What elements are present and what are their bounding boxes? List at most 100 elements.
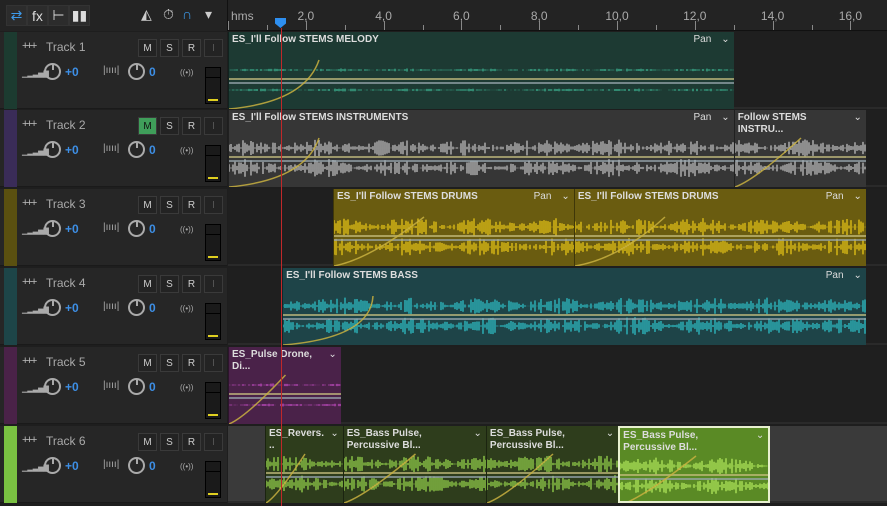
- waveform-multitrack-icon[interactable]: ⇄: [6, 5, 27, 26]
- track-name[interactable]: Track 1: [46, 40, 86, 54]
- mute-button[interactable]: M: [138, 196, 157, 214]
- chevron-down-icon[interactable]: ⌄: [328, 349, 337, 360]
- volume-value[interactable]: +0: [65, 222, 79, 236]
- mute-button[interactable]: M: [138, 354, 157, 372]
- output-icon[interactable]: ((•)): [180, 146, 194, 155]
- pan-value[interactable]: 0: [149, 459, 156, 473]
- track-name[interactable]: Track 5: [46, 355, 86, 369]
- clip-pan-label[interactable]: Pan: [825, 191, 844, 202]
- send-icon[interactable]: ⊢: [48, 5, 69, 26]
- volume-value[interactable]: +0: [65, 380, 79, 394]
- audio-clip[interactable]: Follow STEMS INSTRU... ⌄: [733, 110, 866, 187]
- audio-clip[interactable]: ES_Pulse Drone, Di... ⌄: [228, 347, 341, 424]
- clip-pan-label[interactable]: Pan: [533, 191, 552, 202]
- track-name[interactable]: Track 3: [46, 197, 86, 211]
- volume-knob[interactable]: [44, 220, 61, 237]
- track-lane[interactable]: ES_I'll Follow STEMS INSTRUMENTS Pan ⌄ Foll…: [228, 110, 887, 187]
- marker-pin-icon[interactable]: ▾: [205, 6, 213, 22]
- pan-knob[interactable]: [128, 378, 145, 395]
- time-ruler[interactable]: hms 2,0 4,0 6,0 8,0 10,0 12,0 14,0 16,0: [227, 0, 887, 31]
- record-button[interactable]: R: [182, 117, 201, 135]
- track-lane[interactable]: ES_I'll Follow STEMS MELODY Pan ⌄: [228, 32, 887, 109]
- input-button[interactable]: I: [204, 433, 223, 451]
- mute-button[interactable]: M: [138, 117, 157, 135]
- solo-button[interactable]: S: [160, 275, 179, 293]
- audio-clip[interactable]: ES_I'll Follow STEMS INSTRUMENTS Pan ⌄: [228, 110, 734, 187]
- pan-knob[interactable]: [128, 299, 145, 316]
- input-button[interactable]: I: [204, 39, 223, 57]
- audio-clip[interactable]: ES_Bass Pulse, Percussive Bl... ⌄: [342, 426, 486, 503]
- output-icon[interactable]: ((•)): [180, 225, 194, 234]
- solo-button[interactable]: S: [160, 433, 179, 451]
- record-button[interactable]: R: [182, 39, 201, 57]
- track-lane[interactable]: ES_I'll Follow STEMS BASS Pan ⌄: [228, 268, 887, 345]
- volume-knob[interactable]: [44, 63, 61, 80]
- volume-value[interactable]: +0: [65, 301, 79, 315]
- clip-pan-label[interactable]: Pan: [693, 112, 712, 123]
- track-lane[interactable]: ES_I'll Follow STEMS DRUMS Pan ⌄ ES_I'll Fo…: [228, 189, 887, 266]
- record-button[interactable]: R: [182, 196, 201, 214]
- track-lane[interactable]: ES_Pulse Drone, Di... ⌄: [228, 347, 887, 424]
- track-name[interactable]: Track 6: [46, 434, 86, 448]
- track-name[interactable]: Track 2: [46, 118, 86, 132]
- audio-clip[interactable]: ES_I'll Follow STEMS BASS Pan ⌄: [282, 268, 866, 345]
- audio-clip[interactable]: ES_I'll Follow STEMS DRUMS Pan ⌄: [573, 189, 866, 266]
- record-button[interactable]: R: [182, 275, 201, 293]
- pan-knob[interactable]: [128, 220, 145, 237]
- pan-value[interactable]: 0: [149, 301, 156, 315]
- pan-value[interactable]: 0: [149, 222, 156, 236]
- pan-knob[interactable]: [128, 63, 145, 80]
- output-icon[interactable]: ((•)): [180, 383, 194, 392]
- audio-clip[interactable]: ES_Bass Pulse, Percussive Bl... ⌄: [618, 426, 771, 503]
- chevron-down-icon[interactable]: ⌄: [473, 428, 482, 439]
- eq-icon[interactable]: ▮▮: [69, 5, 90, 26]
- chevron-down-icon[interactable]: ⌄: [721, 112, 730, 123]
- input-button[interactable]: I: [204, 275, 223, 293]
- track-name[interactable]: Track 4: [46, 276, 86, 290]
- volume-value[interactable]: +0: [65, 65, 79, 79]
- audio-clip[interactable]: ES_Bass Pulse, Percussive Bl... ⌄: [485, 426, 619, 503]
- output-icon[interactable]: ((•)): [180, 462, 194, 471]
- mute-button[interactable]: M: [138, 433, 157, 451]
- mute-button[interactable]: M: [138, 275, 157, 293]
- input-button[interactable]: I: [204, 196, 223, 214]
- record-button[interactable]: R: [182, 433, 201, 451]
- chevron-down-icon[interactable]: ⌄: [721, 34, 730, 45]
- audio-clip[interactable]: ES_I'll Follow STEMS DRUMS Pan ⌄: [333, 189, 574, 266]
- solo-button[interactable]: S: [160, 117, 179, 135]
- mute-button[interactable]: M: [138, 39, 157, 57]
- audio-clip[interactable]: ES_I'll Follow STEMS MELODY Pan ⌄: [228, 32, 734, 109]
- track-lane[interactable]: ES_Revers... ⌄ ES_Bass Pulse, Percussive B…: [228, 426, 887, 503]
- audio-clip[interactable]: ES_Revers... ⌄: [264, 426, 343, 503]
- output-icon[interactable]: ((•)): [180, 304, 194, 313]
- chevron-down-icon[interactable]: ⌄: [561, 191, 570, 202]
- solo-button[interactable]: S: [160, 196, 179, 214]
- metronome-icon[interactable]: ◭: [141, 6, 152, 22]
- pan-value[interactable]: 0: [149, 143, 156, 157]
- fx-icon[interactable]: fx: [27, 5, 48, 26]
- chevron-down-icon[interactable]: ⌄: [853, 112, 862, 123]
- volume-knob[interactable]: [44, 457, 61, 474]
- pan-value[interactable]: 0: [149, 380, 156, 394]
- volume-value[interactable]: +0: [65, 459, 79, 473]
- chevron-down-icon[interactable]: ⌄: [853, 191, 862, 202]
- output-icon[interactable]: ((•)): [180, 68, 194, 77]
- clip-pan-label[interactable]: Pan: [825, 270, 844, 281]
- time-stretch-icon[interactable]: ⏱: [163, 6, 174, 22]
- pan-knob[interactable]: [128, 457, 145, 474]
- volume-knob[interactable]: [44, 378, 61, 395]
- pan-value[interactable]: 0: [149, 65, 156, 79]
- chevron-down-icon[interactable]: ⌄: [605, 428, 615, 439]
- input-button[interactable]: I: [204, 354, 223, 372]
- volume-knob[interactable]: [44, 141, 61, 158]
- volume-knob[interactable]: [44, 299, 61, 316]
- playhead-handle[interactable]: [275, 18, 286, 28]
- volume-value[interactable]: +0: [65, 143, 79, 157]
- clip-pan-label[interactable]: Pan: [693, 34, 712, 45]
- input-button[interactable]: I: [204, 117, 223, 135]
- chevron-down-icon[interactable]: ⌄: [330, 428, 339, 439]
- snap-magnet-icon[interactable]: ∩: [182, 6, 193, 22]
- chevron-down-icon[interactable]: ⌄: [853, 270, 862, 281]
- solo-button[interactable]: S: [160, 354, 179, 372]
- pan-knob[interactable]: [128, 141, 145, 158]
